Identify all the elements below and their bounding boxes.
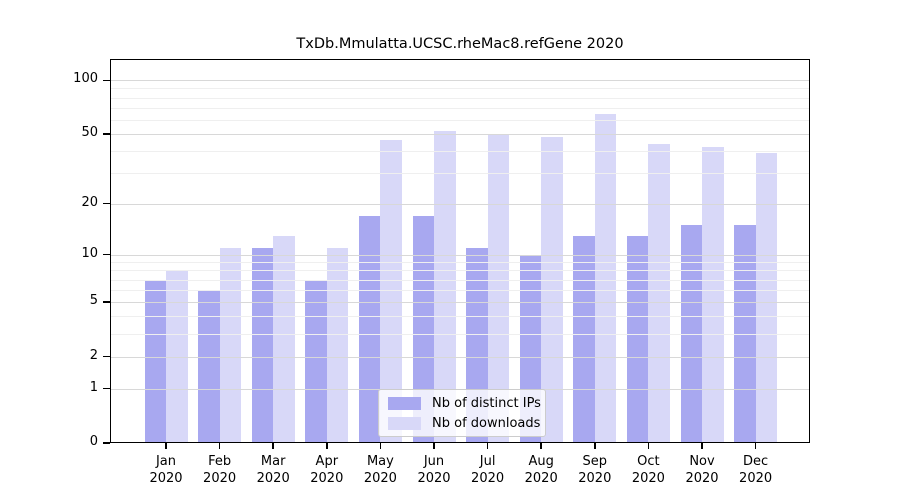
x-tick — [647, 443, 650, 449]
bar-jul-downloads — [487, 133, 510, 443]
major-gridline — [110, 356, 810, 358]
y-tick — [103, 442, 110, 444]
x-tick-label: Sep 2020 — [578, 454, 612, 486]
x-tick — [218, 443, 221, 449]
x-tick-label: Aug 2020 — [524, 454, 558, 486]
x-tick-label: Nov 2020 — [685, 454, 719, 486]
y-tick — [103, 355, 110, 358]
legend-label-downloads: Nb of downloads — [432, 415, 541, 431]
major-gridline — [110, 80, 810, 82]
bar-sep-distinct-ips — [573, 235, 595, 443]
y-tick-label: 2 — [89, 347, 98, 363]
y-tick — [103, 202, 110, 205]
bar-sep-downloads — [594, 113, 617, 443]
x-tick — [326, 443, 328, 449]
bar-dec-distinct-ips — [734, 225, 756, 443]
bar-nov-distinct-ips — [680, 225, 702, 443]
bar-feb-downloads — [219, 247, 242, 443]
bar-oct-downloads — [648, 143, 670, 443]
x-tick — [165, 443, 167, 449]
x-tick — [754, 443, 757, 449]
bar-nov-downloads — [702, 147, 724, 443]
minor-gridline — [110, 151, 810, 153]
x-tick-label: May 2020 — [363, 454, 397, 486]
y-tick — [103, 133, 110, 135]
bar-apr-downloads — [326, 247, 349, 443]
chart-title: TxDb.Mmulatta.UCSC.rheMac8.refGene 2020 — [296, 36, 624, 52]
y-tick-label: 20 — [81, 194, 98, 210]
minor-gridline — [110, 107, 810, 109]
y-tick — [103, 387, 110, 390]
x-tick-label: Jun 2020 — [417, 454, 451, 486]
y-tick-label: 5 — [89, 293, 98, 309]
legend-swatch-downloads — [388, 416, 421, 430]
bar-dec-downloads — [755, 153, 778, 443]
minor-gridline — [110, 270, 810, 272]
y-tick — [103, 79, 110, 81]
bar-mar-distinct-ips — [251, 247, 274, 443]
legend-swatch-ips — [388, 396, 421, 410]
x-tick-label: Dec 2020 — [739, 454, 773, 486]
x-tick-label: Jul 2020 — [471, 454, 505, 486]
x-tick-label: Jan 2020 — [149, 454, 183, 486]
legend-label-ips: Nb of distinct IPs — [432, 395, 541, 411]
x-tick — [379, 443, 382, 449]
minor-gridline — [110, 316, 810, 318]
x-tick — [701, 443, 703, 449]
y-tick-label: 50 — [81, 124, 98, 140]
y-tick-label: 100 — [73, 71, 98, 87]
minor-gridline — [110, 262, 810, 264]
x-tick-label: Feb 2020 — [203, 454, 237, 486]
y-tick-label: 1 — [89, 379, 98, 395]
major-gridline — [110, 203, 810, 205]
y-tick — [103, 253, 110, 256]
minor-gridline — [110, 173, 810, 175]
minor-gridline — [110, 290, 810, 292]
major-gridline — [110, 254, 810, 256]
x-tick-label: Mar 2020 — [256, 454, 290, 486]
bar-jun-distinct-ips — [412, 215, 434, 443]
bar-may-downloads — [380, 140, 402, 443]
x-tick — [272, 443, 274, 449]
y-tick-label: 10 — [81, 245, 98, 261]
major-gridline — [110, 133, 810, 135]
legend-item-downloads: Nb of downloads — [388, 416, 540, 431]
bar-feb-distinct-ips — [198, 290, 220, 443]
legend-item-distinct-ips: Nb of distinct IPs — [388, 396, 541, 411]
minor-gridline — [110, 334, 810, 336]
bar-mar-downloads — [273, 235, 295, 443]
minor-gridline — [110, 88, 810, 90]
y-tick — [103, 301, 110, 303]
bar-aug-downloads — [541, 137, 563, 443]
x-tick — [433, 443, 435, 449]
y-tick-label: 0 — [89, 434, 98, 449]
x-tick-label: Apr 2020 — [310, 454, 344, 486]
bar-oct-distinct-ips — [626, 235, 649, 443]
minor-gridline — [110, 119, 810, 121]
minor-gridline — [110, 279, 810, 281]
x-tick — [540, 443, 542, 449]
minor-gridline — [110, 97, 810, 99]
x-tick-label: Oct 2020 — [631, 454, 665, 486]
legend: Nb of distinct IPs Nb of downloads — [378, 389, 546, 437]
bar-apr-distinct-ips — [305, 279, 327, 443]
x-tick — [486, 443, 489, 449]
major-gridline — [110, 302, 810, 304]
x-tick — [594, 443, 596, 449]
bar-may-distinct-ips — [358, 215, 381, 443]
bar-jun-downloads — [434, 130, 456, 443]
bar-jan-distinct-ips — [144, 279, 166, 443]
